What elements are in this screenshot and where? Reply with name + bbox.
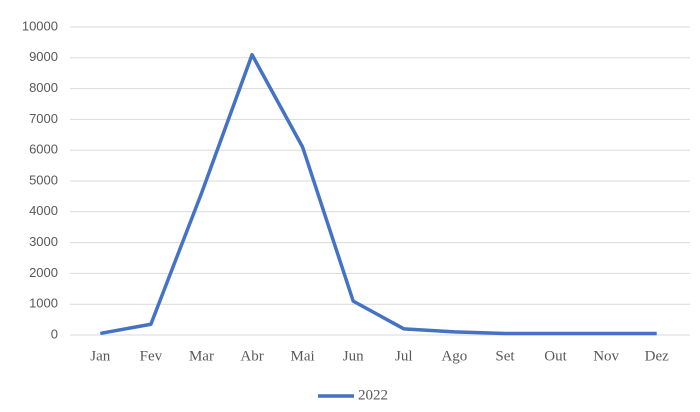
x-tick-label: Jun	[343, 348, 364, 364]
y-tick-label: 5000	[29, 172, 58, 187]
y-tick-label: 9000	[29, 49, 58, 64]
x-tick-label: Ago	[441, 348, 467, 364]
x-tick-label: Nov	[593, 348, 619, 364]
y-tick-label: 6000	[29, 142, 58, 157]
x-tick-label: Set	[495, 348, 515, 364]
x-tick-label: Dez	[645, 348, 669, 364]
x-tick-label: Fev	[140, 348, 163, 364]
x-tick-label: Mar	[189, 348, 214, 364]
y-tick-label: 3000	[29, 234, 58, 249]
x-tick-label: Out	[544, 348, 567, 364]
x-tick-label: Jul	[395, 348, 413, 364]
x-tick-label: Mai	[291, 348, 315, 364]
y-tick-label: 0	[51, 326, 58, 341]
y-tick-label: 8000	[29, 80, 58, 95]
legend-label: 2022	[358, 387, 388, 403]
y-tick-label: 1000	[29, 296, 58, 311]
x-tick-label: Abr	[240, 348, 263, 364]
y-tick-label: 10000	[22, 18, 58, 33]
x-tick-label: Jan	[90, 348, 110, 364]
y-tick-label: 2000	[29, 265, 58, 280]
y-tick-label: 4000	[29, 203, 58, 218]
data-line	[99, 52, 657, 336]
y-tick-label: 7000	[29, 111, 58, 126]
